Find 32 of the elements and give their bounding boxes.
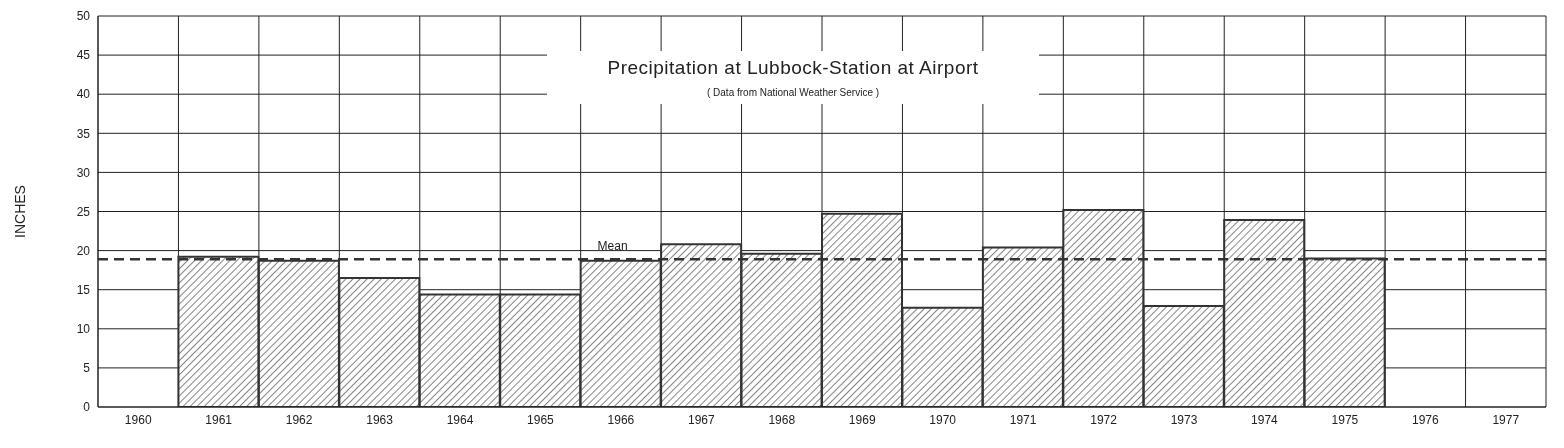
y-tick-label: 50 — [76, 9, 91, 24]
ref-line-label: Mean — [597, 238, 628, 253]
x-tick-label: 1963 — [366, 412, 394, 427]
x-tick-label: 1970 — [929, 412, 957, 427]
x-tick-label: 1973 — [1170, 412, 1198, 427]
x-tick-label: 1971 — [1009, 412, 1037, 427]
x-tick-label: 1972 — [1090, 412, 1118, 427]
y-tick-label: 0 — [83, 400, 91, 415]
x-tick-label: 1962 — [285, 412, 313, 427]
x-tick-label: 1960 — [124, 412, 152, 427]
x-tick-label: 1961 — [205, 412, 233, 427]
y-tick-label: 45 — [76, 48, 91, 63]
y-tick-label: 25 — [76, 204, 91, 219]
x-tick-label: 1965 — [527, 412, 555, 427]
y-tick-label: 5 — [83, 361, 91, 376]
y-tick-label: 30 — [76, 165, 91, 180]
x-tick-label: 1964 — [446, 412, 474, 427]
x-tick-label: 1966 — [607, 412, 635, 427]
x-tick-label: 1974 — [1251, 412, 1279, 427]
title-panel: Precipitation at Lubbock-Station at Airport ( Data from National Weather Service ) — [546, 51, 1040, 104]
y-tick-label: 40 — [76, 87, 91, 102]
y-axis-title: INCHES — [11, 185, 28, 238]
x-tick-label: 1975 — [1331, 412, 1359, 427]
x-tick-label: 1976 — [1411, 412, 1439, 427]
x-tick-label: 1968 — [768, 412, 796, 427]
x-tick-label: 1969 — [848, 412, 876, 427]
y-tick-label: 20 — [76, 243, 91, 258]
y-tick-label: 35 — [76, 126, 91, 141]
y-tick-label: 10 — [76, 322, 91, 337]
x-tick-label: 1977 — [1492, 412, 1520, 427]
y-tick-label: 15 — [76, 282, 91, 297]
x-tick-label: 1967 — [687, 412, 715, 427]
